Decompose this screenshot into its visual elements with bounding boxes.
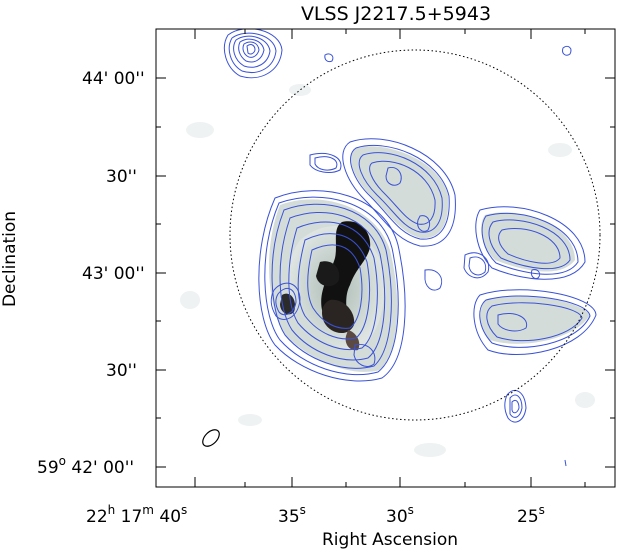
beam-ellipse <box>202 429 220 447</box>
background-noise <box>180 84 595 457</box>
field-circle <box>229 49 601 421</box>
figure-title: VLSS J2217.5+5943 <box>301 3 491 25</box>
greyscale-image <box>269 146 590 372</box>
x-tick-label: 22h 17m 40s <box>86 503 187 527</box>
plot-area <box>180 29 601 467</box>
x-tick-labels: 22h 17m 40s 35s 30s 25s <box>86 503 545 527</box>
x-tick-label: 35s <box>278 503 306 527</box>
axis-ticks <box>156 29 615 487</box>
y-tick-label: 30'' <box>106 361 137 381</box>
y-tick-label: 43' 00'' <box>82 264 145 284</box>
plot-frame <box>155 28 616 488</box>
y-axis-label: Declination <box>0 211 20 307</box>
y-tick-labels: 44' 00'' 30'' 43' 00'' 30'' 59o 42' 00'' <box>37 69 145 478</box>
x-tick-label: 30s <box>386 503 414 527</box>
x-axis-label: Right Ascension <box>322 530 458 550</box>
y-tick-label: 44' 00'' <box>82 69 145 89</box>
y-tick-label: 30'' <box>106 167 137 187</box>
y-tick-label: 59o 42' 00'' <box>37 454 134 478</box>
contour-lines <box>224 29 597 467</box>
x-tick-label: 25s <box>517 503 545 527</box>
